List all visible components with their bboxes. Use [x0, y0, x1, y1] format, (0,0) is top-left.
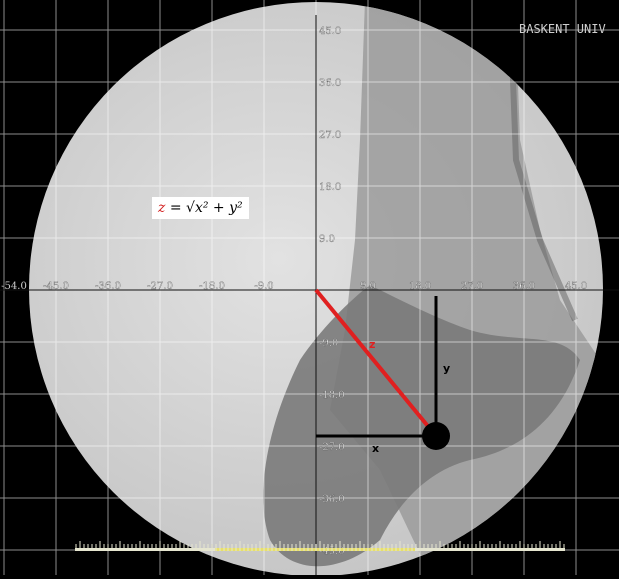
x-tick-label: 36.0	[513, 281, 535, 292]
formula-z: z	[158, 200, 166, 216]
x-tick-label: 45.0	[565, 281, 587, 292]
x-tick-label: -9.0	[254, 281, 273, 292]
bottom-ruler	[75, 541, 565, 551]
y-tick-label: -45.0	[319, 546, 345, 557]
x-tick-label: 9.0	[360, 281, 376, 292]
y-tick-label: 45.0	[319, 26, 341, 37]
y-tick-label: 9.0	[319, 234, 335, 245]
x-vector-label: x	[372, 442, 379, 455]
z-vector-line	[314, 288, 438, 438]
x-tick-label: 18.0	[409, 281, 431, 292]
x-tick-labels: -54.0 -45.0 -36.0 -27.0 -18.0 -9.0 9.0 18.0 27.0…	[1, 281, 587, 292]
x-tick-label: -45.0	[43, 281, 69, 292]
y-tick-labels: 45.0 36.0 27.0 18.0 9.0 -9.0 -18.0 -27.0 -36.0 -4…	[319, 26, 345, 557]
x-tick-label: 27.0	[461, 281, 483, 292]
y-tick-label: -9.0	[319, 338, 338, 349]
x-tick-label: -36.0	[95, 281, 121, 292]
formula-box: z = √x² + y²	[152, 197, 249, 219]
x-tick-label: -27.0	[147, 281, 173, 292]
bone-condyle	[263, 285, 580, 567]
y-tick-label: 27.0	[319, 130, 341, 141]
y-vector-label: y	[443, 362, 450, 375]
y-tick-label: -27.0	[319, 442, 345, 453]
y-tick-label: 18.0	[319, 182, 341, 193]
y-tick-label: 36.0	[319, 78, 341, 89]
z-vector-label: z	[369, 338, 375, 351]
y-tick-label: -18.0	[319, 390, 345, 401]
endpoint-marker	[422, 422, 450, 450]
x-tick-label: -18.0	[199, 281, 225, 292]
x-tick-label: -54.0	[1, 281, 27, 292]
formula-expression: = √x² + y²	[165, 200, 243, 216]
y-tick-label: -36.0	[319, 494, 345, 505]
institution-header: BASKENT UNIV	[519, 22, 606, 36]
